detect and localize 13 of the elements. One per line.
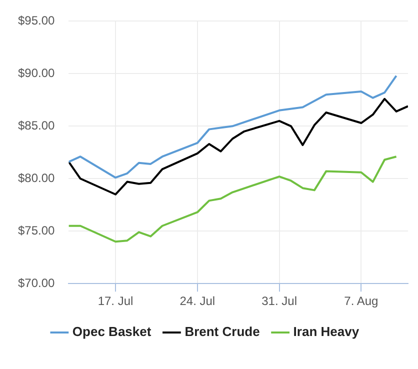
y-tick-label: $80.00 [18,170,56,185]
y-tick-label: $95.00 [18,14,56,28]
legend-label: Opec Basket [72,324,152,340]
x-tick-label: 31. Jul [262,294,297,308]
legend-label: Brent Crude [184,324,260,340]
y-tick-label: $85.00 [18,118,56,132]
y-tick-label: $90.00 [18,66,56,80]
y-tick-label: $75.00 [18,223,56,238]
legend-label: Iran Heavy [293,324,360,340]
x-tick-label: 24. Jul [180,294,216,308]
y-tick-label: $70.00 [18,276,56,290]
x-tick-label: 7. Aug [344,294,378,308]
x-tick-label: 17. Jul [98,294,134,308]
